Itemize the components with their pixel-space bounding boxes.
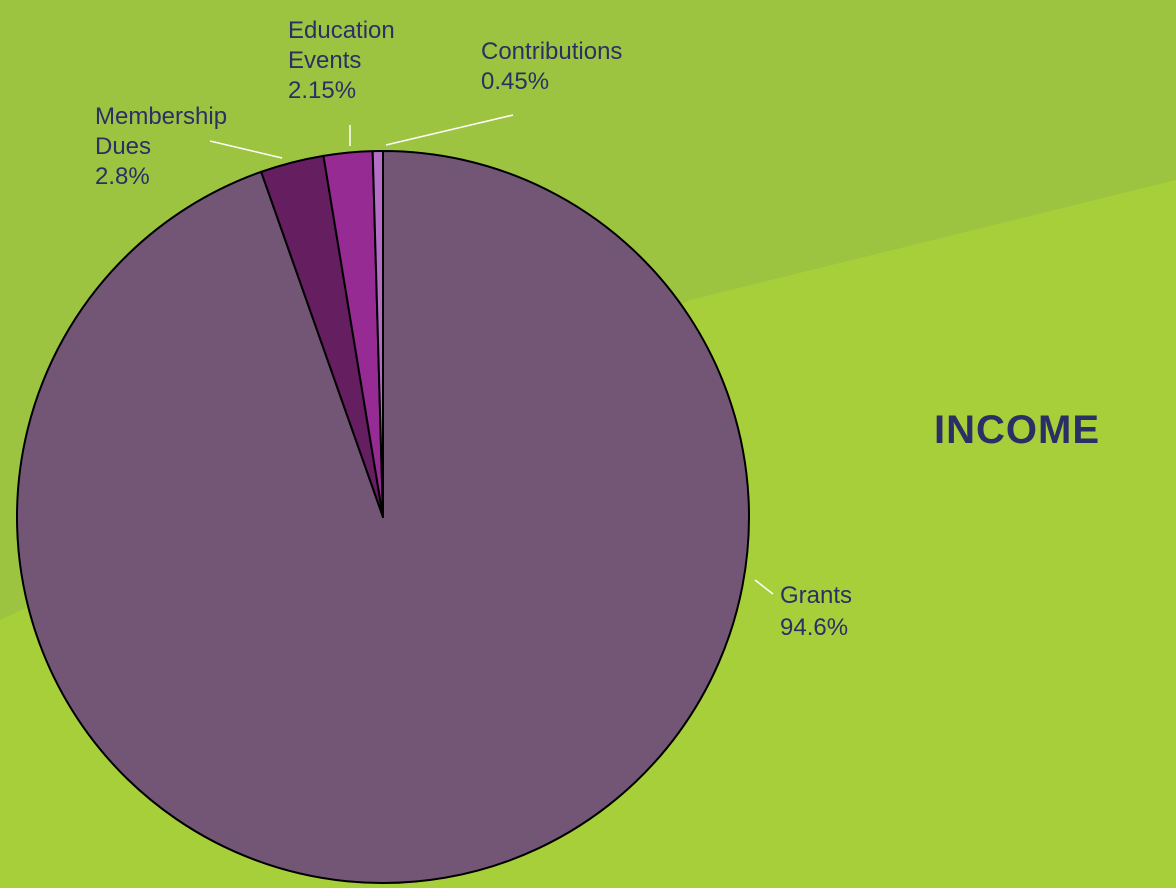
label-membership-dues: Membership Dues 2.8% bbox=[95, 103, 227, 190]
slice-category-label: Contributions bbox=[481, 38, 622, 65]
slice-value-label: 0.45% bbox=[481, 68, 549, 95]
label-grants: Grants 94.6% bbox=[780, 582, 852, 641]
slice-value-label: 94.6% bbox=[780, 614, 848, 641]
slice-category-label: Events bbox=[288, 47, 361, 74]
slice-value-label: 2.15% bbox=[288, 77, 356, 104]
chart-title: INCOME bbox=[934, 408, 1100, 452]
pie-slices bbox=[16, 149, 750, 884]
slice-value-label: 2.8% bbox=[95, 163, 150, 190]
leader-lines bbox=[209, 114, 774, 595]
label-contributions: Contributions 0.45% bbox=[481, 38, 622, 95]
slice-category-label: Membership bbox=[95, 103, 227, 130]
leader-line bbox=[754, 579, 774, 595]
slice-labels: Grants 94.6% Membership Dues 2.8% Education Ev… bbox=[95, 17, 852, 641]
slice-category-label: Grants bbox=[780, 582, 852, 609]
leader-line bbox=[209, 140, 283, 159]
slice-category-label: Education bbox=[288, 17, 395, 44]
leader-line bbox=[385, 114, 514, 146]
slice-contributions bbox=[371, 149, 384, 518]
slice-category-label: Dues bbox=[95, 133, 151, 160]
label-education-events: Education Events 2.15% bbox=[288, 17, 395, 104]
